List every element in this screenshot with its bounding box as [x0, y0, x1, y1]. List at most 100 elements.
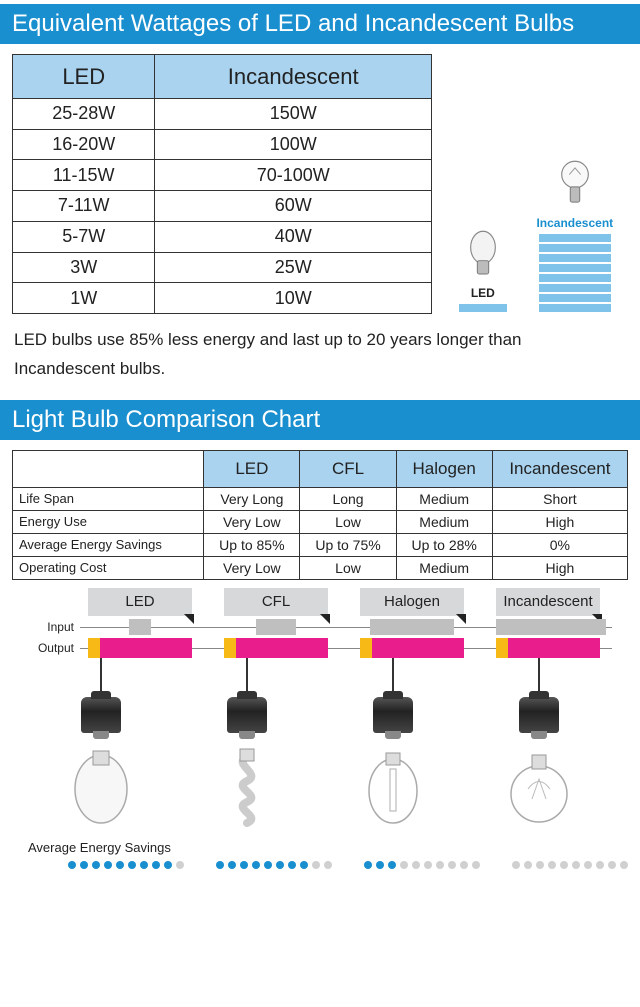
dot — [548, 861, 556, 869]
comp-cell: 0% — [492, 533, 627, 556]
incand-bar — [539, 274, 611, 282]
wattage-cell: 150W — [155, 99, 432, 130]
title-bar-2: Light Bulb Comparison Chart — [0, 400, 640, 440]
dot — [608, 861, 616, 869]
wattage-col-header: LED — [13, 55, 155, 99]
comp-cell: Low — [300, 556, 396, 579]
comp-cell: High — [492, 510, 627, 533]
dot — [400, 861, 408, 869]
comp-cell: High — [492, 556, 627, 579]
dot — [472, 861, 480, 869]
dot — [324, 861, 332, 869]
wattage-table: LEDIncandescent25-28W150W16-20W100W11-15… — [12, 54, 432, 314]
savings-section: Average Energy Savings — [0, 834, 640, 879]
comp-cell: Very Low — [204, 556, 300, 579]
dot — [460, 861, 468, 869]
wattage-cell: 5-7W — [13, 221, 155, 252]
dot — [572, 861, 580, 869]
wattage-cell: 70-100W — [155, 160, 432, 191]
hanging-bulb-halogen — [358, 657, 428, 834]
comp-cell: Average Energy Savings — [13, 533, 204, 556]
comp-col-header — [13, 450, 204, 487]
incand-bar — [539, 264, 611, 272]
savings-dots — [216, 861, 332, 869]
savings-label: Average Energy Savings — [28, 840, 612, 855]
bulb-icon — [504, 739, 574, 834]
dot — [128, 861, 136, 869]
dot — [216, 861, 224, 869]
input-label: Input — [28, 620, 80, 634]
dot — [388, 861, 396, 869]
comp-cell: Up to 85% — [204, 533, 300, 556]
dot — [264, 861, 272, 869]
dot — [512, 861, 520, 869]
dot — [104, 861, 112, 869]
dot — [68, 861, 76, 869]
title-bar-1: Equivalent Wattages of LED and Incandesc… — [0, 4, 640, 44]
incand-bar — [539, 304, 611, 312]
dot — [436, 861, 444, 869]
dot — [596, 861, 604, 869]
savings-dots — [68, 861, 184, 869]
comp-cell: Medium — [396, 556, 492, 579]
dot — [116, 861, 124, 869]
incand-bar — [539, 284, 611, 292]
wattage-cell: 3W — [13, 252, 155, 283]
comp-cell: Medium — [396, 487, 492, 510]
wattage-cell: 16-20W — [13, 129, 155, 160]
hanging-bulbs-row — [0, 657, 640, 834]
dot — [164, 861, 172, 869]
input-bar — [224, 619, 328, 635]
dot — [448, 861, 456, 869]
dot — [584, 861, 592, 869]
dot — [92, 861, 100, 869]
comp-cell: Operating Cost — [13, 556, 204, 579]
type-tab: LED — [88, 588, 192, 616]
wattage-cell: 7-11W — [13, 191, 155, 222]
wattage-cell: 60W — [155, 191, 432, 222]
comp-cell: Short — [492, 487, 627, 510]
comp-cell: Medium — [396, 510, 492, 533]
comp-cell: Up to 75% — [300, 533, 396, 556]
section-wattages: LEDIncandescent25-28W150W16-20W100W11-15… — [0, 54, 640, 314]
incand-bar — [539, 244, 611, 252]
led-bulb-icon — [464, 228, 502, 282]
dot — [376, 861, 384, 869]
wattage-cell: 25W — [155, 252, 432, 283]
led-stack-label: LED — [471, 286, 495, 300]
dot — [300, 861, 308, 869]
dot — [176, 861, 184, 869]
wattage-col-header: Incandescent — [155, 55, 432, 99]
led-stack: LED — [459, 228, 507, 314]
wattage-cell: 25-28W — [13, 99, 155, 130]
dot — [240, 861, 248, 869]
dot — [80, 861, 88, 869]
bulb-icon — [212, 739, 282, 834]
dot — [560, 861, 568, 869]
type-tab: CFL — [224, 588, 328, 616]
dot — [424, 861, 432, 869]
side-bar-graphic: LED Incandescent — [444, 54, 628, 314]
comparison-table: LEDCFLHalogenIncandescentLife SpanVery L… — [12, 450, 628, 580]
comp-cell: Very Low — [204, 510, 300, 533]
comp-cell: Energy Use — [13, 510, 204, 533]
output-bar — [496, 638, 600, 658]
hanging-bulb-cfl — [212, 657, 282, 834]
savings-dots — [512, 861, 628, 869]
led-bar — [459, 304, 507, 312]
comp-col-header: Incandescent — [492, 450, 627, 487]
type-tab: Incandescent — [496, 588, 600, 616]
dot — [312, 861, 320, 869]
dot — [276, 861, 284, 869]
dot — [140, 861, 148, 869]
input-bar — [88, 619, 192, 635]
input-bar — [496, 619, 600, 635]
incand-stack: Incandescent — [536, 158, 613, 314]
comp-col-header: CFL — [300, 450, 396, 487]
incand-bar — [539, 294, 611, 302]
wattage-cell: 100W — [155, 129, 432, 160]
comp-cell: Long — [300, 487, 396, 510]
comp-cell: Up to 28% — [396, 533, 492, 556]
output-bar — [360, 638, 464, 658]
input-bar — [360, 619, 464, 635]
